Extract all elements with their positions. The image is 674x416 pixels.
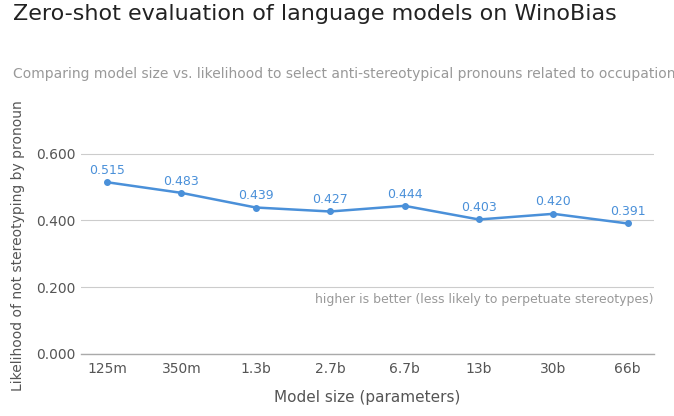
X-axis label: Model size (parameters): Model size (parameters) — [274, 390, 460, 405]
Text: 0.515: 0.515 — [89, 164, 125, 177]
Text: 0.439: 0.439 — [238, 189, 274, 202]
Text: higher is better (less likely to perpetuate stereotypes): higher is better (less likely to perpetu… — [315, 293, 654, 306]
Text: 0.483: 0.483 — [164, 175, 200, 188]
Text: 0.391: 0.391 — [610, 205, 646, 218]
Text: 0.444: 0.444 — [387, 188, 423, 201]
Text: 0.403: 0.403 — [461, 201, 497, 214]
Text: Zero-shot evaluation of language models on WinoBias: Zero-shot evaluation of language models … — [13, 4, 617, 24]
Text: 0.420: 0.420 — [535, 196, 571, 208]
Text: Comparing model size vs. likelihood to select anti-stereotypical pronouns relate: Comparing model size vs. likelihood to s… — [13, 67, 674, 81]
Text: 0.427: 0.427 — [312, 193, 348, 206]
Y-axis label: Likelihood of not stereotyping by pronoun: Likelihood of not stereotyping by pronou… — [11, 100, 25, 391]
